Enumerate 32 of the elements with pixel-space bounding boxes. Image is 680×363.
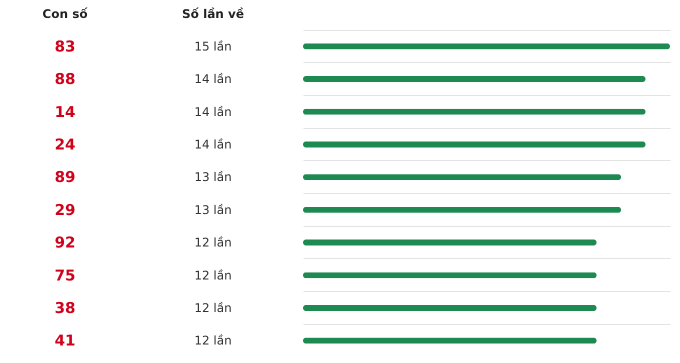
- y-tick-label: 92: [54, 234, 76, 252]
- bar: [303, 76, 646, 82]
- y-tick-label: 24: [54, 135, 76, 154]
- y-tick-label: 41: [54, 332, 76, 350]
- y-tick-label: 29: [54, 200, 76, 219]
- y-tick-label: 83: [54, 37, 76, 56]
- data-label: 15 lần: [194, 39, 232, 54]
- data-label: 13 lần: [194, 170, 232, 184]
- data-label: 14 lần: [194, 72, 232, 86]
- bar: [303, 141, 646, 148]
- bar: [303, 174, 622, 180]
- y-tick-label: 88: [54, 70, 76, 88]
- data-label: 12 lần: [194, 300, 232, 315]
- y-tick-label: 14: [54, 102, 76, 121]
- data-label: 12 lần: [194, 268, 232, 282]
- x-axis-title: Số lần về: [182, 7, 244, 21]
- bar: [303, 206, 622, 213]
- y-axis-title: Con số: [42, 7, 88, 21]
- data-label: 14 lần: [194, 137, 232, 152]
- y-tick-label: 89: [54, 168, 76, 186]
- y-tick-label: 38: [54, 298, 76, 317]
- data-label: 12 lần: [194, 334, 232, 348]
- data-label: 12 lần: [194, 236, 232, 250]
- bar: [303, 240, 597, 246]
- bar: [303, 338, 597, 344]
- bar: [303, 272, 597, 278]
- data-label: 14 lần: [194, 104, 232, 119]
- bar: [303, 108, 646, 115]
- bar: [303, 304, 597, 311]
- y-tick-label: 75: [54, 266, 76, 284]
- data-label: 13 lần: [194, 202, 232, 217]
- bar: [303, 43, 670, 50]
